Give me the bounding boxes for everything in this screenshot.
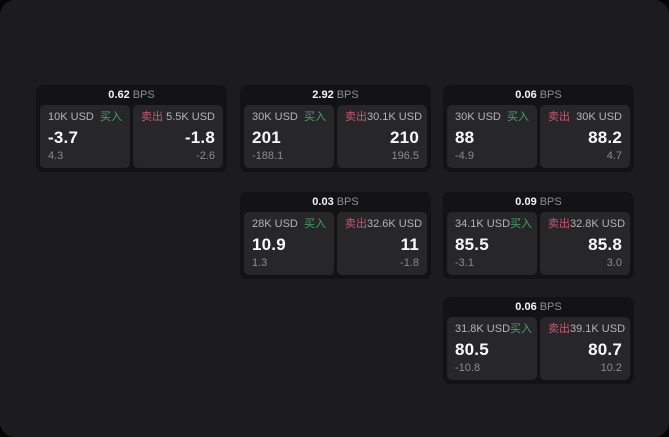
sell-delta: 4.7 [606,150,622,162]
buy-value: 80.5 [455,339,489,359]
sell-delta: -1.8 [400,257,419,269]
quote-tiles: 34.1K USD 买入 85.5 -3.1 卖出 32.8K USD 85.8… [443,212,634,279]
buy-value: -3.7 [48,127,79,147]
buy-delta: -3.1 [455,257,474,269]
sell-label: 卖出 [548,218,570,230]
quote-tiles: 30K USD 买入 88 -4.9 卖出 30K USD 88.2 4.7 [443,105,634,172]
card-header: 0.03 BPS [240,192,431,212]
buy-value: 85.5 [455,234,489,254]
quote-tiles: 10K USD 买入 -3.7 4.3 卖出 5.5K USD -1.8 -2.… [36,105,227,172]
buy-delta: -10.8 [455,362,481,374]
sell-tile[interactable]: 卖出 30.1K USD 210 196.5 [337,105,427,168]
sell-amount: 39.1K USD [570,323,626,335]
buy-label: 买入 [304,111,326,123]
bps-value: 2.92 [312,89,334,101]
buy-tile[interactable]: 31.8K USD 买入 80.5 -10.8 [447,317,537,380]
bps-unit: BPS [539,301,562,313]
buy-tile[interactable]: 30K USD 买入 201 -188.1 [244,105,334,168]
sell-delta: 3.0 [606,257,622,269]
sell-delta: 196.5 [391,150,419,162]
sell-value: 80.7 [588,339,622,359]
sell-value: 85.8 [588,234,622,254]
sell-tile[interactable]: 卖出 39.1K USD 80.7 10.2 [540,317,630,380]
bps-unit: BPS [336,196,359,208]
bps-value: 0.06 [515,89,537,101]
buy-tile[interactable]: 10K USD 买入 -3.7 4.3 [40,105,130,168]
card-header: 0.62 BPS [36,85,227,105]
buy-value: 201 [252,127,281,147]
sell-label: 卖出 [548,323,570,335]
quote-card: 0.06 BPS 30K USD 买入 88 -4.9 卖出 30K USD [443,85,634,172]
sell-tile[interactable]: 卖出 32.6K USD 11 -1.8 [337,212,427,275]
quote-card: 0.62 BPS 10K USD 买入 -3.7 4.3 卖出 5.5K USD [36,85,227,172]
buy-label: 买入 [510,218,533,230]
buy-delta: 1.3 [252,257,268,269]
card-header: 0.06 BPS [443,85,634,105]
sell-label: 卖出 [345,111,367,123]
bps-unit: BPS [336,89,359,101]
buy-amount: 10K USD [48,111,94,123]
sell-value: 88.2 [588,127,622,147]
buy-amount: 30K USD [455,111,501,123]
bps-unit: BPS [539,89,562,101]
quote-tiles: 30K USD 买入 201 -188.1 卖出 30.1K USD 210 1… [240,105,431,172]
sell-value: -1.8 [184,127,215,147]
sell-amount: 32.8K USD [570,218,626,230]
bps-value: 0.09 [515,196,537,208]
buy-delta: -188.1 [252,150,284,162]
sell-amount: 32.6K USD [367,218,423,230]
buy-label: 买入 [304,218,326,230]
sell-value: 11 [400,234,419,254]
sell-tile[interactable]: 卖出 32.8K USD 85.8 3.0 [540,212,630,275]
quote-card: 0.03 BPS 28K USD 买入 10.9 1.3 卖出 32.6K USD [240,192,431,279]
buy-delta: 4.3 [48,150,64,162]
sell-value: 210 [390,127,419,147]
bps-unit: BPS [539,196,562,208]
sell-label: 卖出 [141,111,163,123]
sell-amount: 5.5K USD [166,111,215,123]
buy-tile[interactable]: 28K USD 买入 10.9 1.3 [244,212,334,275]
quote-tiles: 31.8K USD 买入 80.5 -10.8 卖出 39.1K USD 80.… [443,317,634,384]
sell-amount: 30K USD [576,111,622,123]
buy-label: 买入 [510,323,533,335]
buy-label: 买入 [507,111,529,123]
quote-card: 0.09 BPS 34.1K USD 买入 85.5 -3.1 卖出 32.8K … [443,192,634,279]
card-header: 0.06 BPS [443,297,634,317]
quote-tiles: 28K USD 买入 10.9 1.3 卖出 32.6K USD 11 -1.8 [240,212,431,279]
card-header: 2.92 BPS [240,85,431,105]
buy-amount: 31.8K USD [455,323,511,335]
bps-value: 0.62 [108,89,130,101]
quote-card: 0.06 BPS 31.8K USD 买入 80.5 -10.8 卖出 39.1K… [443,297,634,384]
buy-amount: 30K USD [252,111,298,123]
buy-amount: 28K USD [252,218,298,230]
sell-tile[interactable]: 卖出 30K USD 88.2 4.7 [540,105,630,168]
sell-amount: 30.1K USD [367,111,423,123]
buy-label: 买入 [100,111,122,123]
sell-delta: -2.6 [196,150,215,162]
sell-delta: 10.2 [600,362,622,374]
buy-tile[interactable]: 30K USD 买入 88 -4.9 [447,105,537,168]
quote-card: 2.92 BPS 30K USD 买入 201 -188.1 卖出 30.1K U… [240,85,431,172]
sell-label: 卖出 [548,111,570,123]
card-header: 0.09 BPS [443,192,634,212]
buy-value: 88 [455,127,475,147]
bps-value: 0.06 [515,301,537,313]
buy-tile[interactable]: 34.1K USD 买入 85.5 -3.1 [447,212,537,275]
buy-amount: 34.1K USD [455,218,511,230]
bps-unit: BPS [132,89,155,101]
bps-value: 0.03 [312,196,334,208]
sell-tile[interactable]: 卖出 5.5K USD -1.8 -2.6 [133,105,223,168]
buy-delta: -4.9 [455,150,474,162]
buy-value: 10.9 [252,234,286,254]
sell-label: 卖出 [345,218,367,230]
